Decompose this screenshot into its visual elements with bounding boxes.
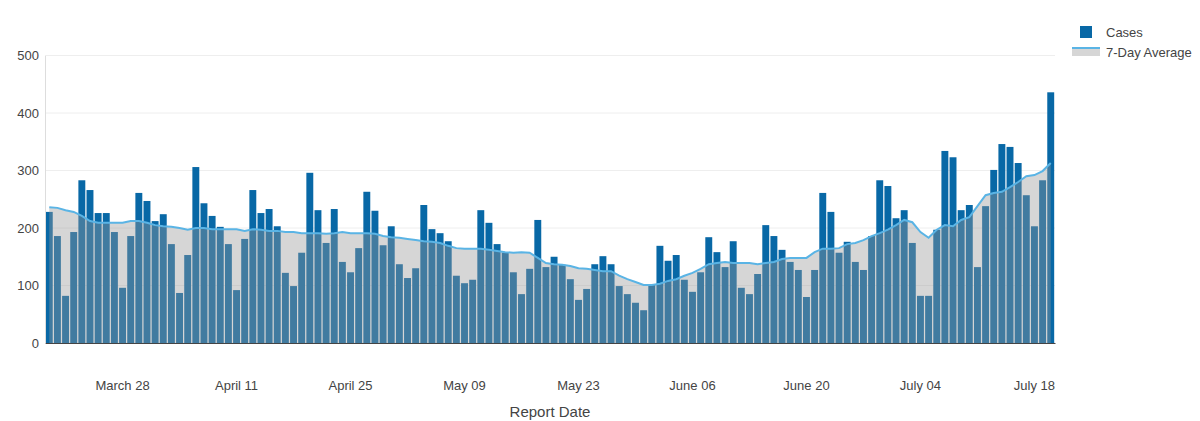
y-tick-label: 100 [17, 278, 39, 293]
grid-line [45, 113, 1055, 114]
x-tick-label: April 11 [215, 378, 258, 393]
x-axis: March 28 April 11 April 25 May 09 May 23 June… [46, 343, 1056, 393]
y-tick: 100 [17, 278, 45, 293]
x-tick-label: July 04 [900, 378, 941, 393]
x-axis-line [46, 343, 1056, 344]
x-tick: April 11 [215, 343, 258, 393]
legend-item: Cases [1080, 25, 1143, 40]
chart: March 28 April 11 April 25 May 09 May 23 June… [0, 0, 1200, 421]
x-tick-label: June 06 [669, 378, 715, 393]
y-tick: 200 [17, 221, 45, 236]
grid [45, 56, 1055, 344]
x-tick-label: June 20 [783, 378, 829, 393]
x-axis-title: Report Date [510, 403, 591, 420]
y-tick-label: 400 [17, 106, 39, 121]
y-tick: 400 [17, 106, 45, 121]
area [49, 163, 1050, 343]
legend-swatch [1072, 48, 1100, 56]
grid-line [45, 55, 1055, 56]
legend: Cases 7-Day Average [1072, 25, 1192, 60]
x-tick-label: March 28 [95, 378, 149, 393]
x-tick: June 06 [669, 343, 715, 393]
legend-label: Cases [1106, 25, 1143, 40]
y-tick-label: 0 [32, 336, 39, 351]
x-tick-label: April 25 [328, 378, 372, 393]
plot-area [46, 92, 1054, 343]
x-tick: June 20 [783, 343, 829, 393]
x-tick: March 28 [95, 343, 149, 393]
x-tick-label: May 23 [557, 378, 600, 393]
x-tick: May 23 [557, 343, 600, 393]
y-tick-label: 300 [17, 163, 39, 178]
legend-item: 7-Day Average [1072, 45, 1192, 60]
x-tick-label: May 09 [443, 378, 486, 393]
x-tick: April 25 [328, 343, 372, 393]
y-tick-label: 500 [17, 48, 39, 63]
y-tick-label: 200 [17, 221, 39, 236]
y-axis-line [45, 56, 46, 344]
legend-swatch [1080, 26, 1092, 38]
x-tick: July 04 [900, 343, 941, 393]
y-tick: 500 [17, 48, 45, 63]
line [49, 163, 1050, 285]
legend-label: 7-Day Average [1106, 45, 1192, 60]
y-tick: 300 [17, 163, 45, 178]
y-tick: 0 [32, 336, 45, 351]
legend-swatch-line [1072, 47, 1100, 49]
x-tick: May 09 [443, 343, 486, 393]
bar-series [46, 92, 1054, 343]
x-tick-label: July 18 [1014, 378, 1055, 393]
y-axis: 0 100 200 300 400 500 [17, 48, 45, 351]
x-tick: July 18 [1014, 343, 1055, 393]
